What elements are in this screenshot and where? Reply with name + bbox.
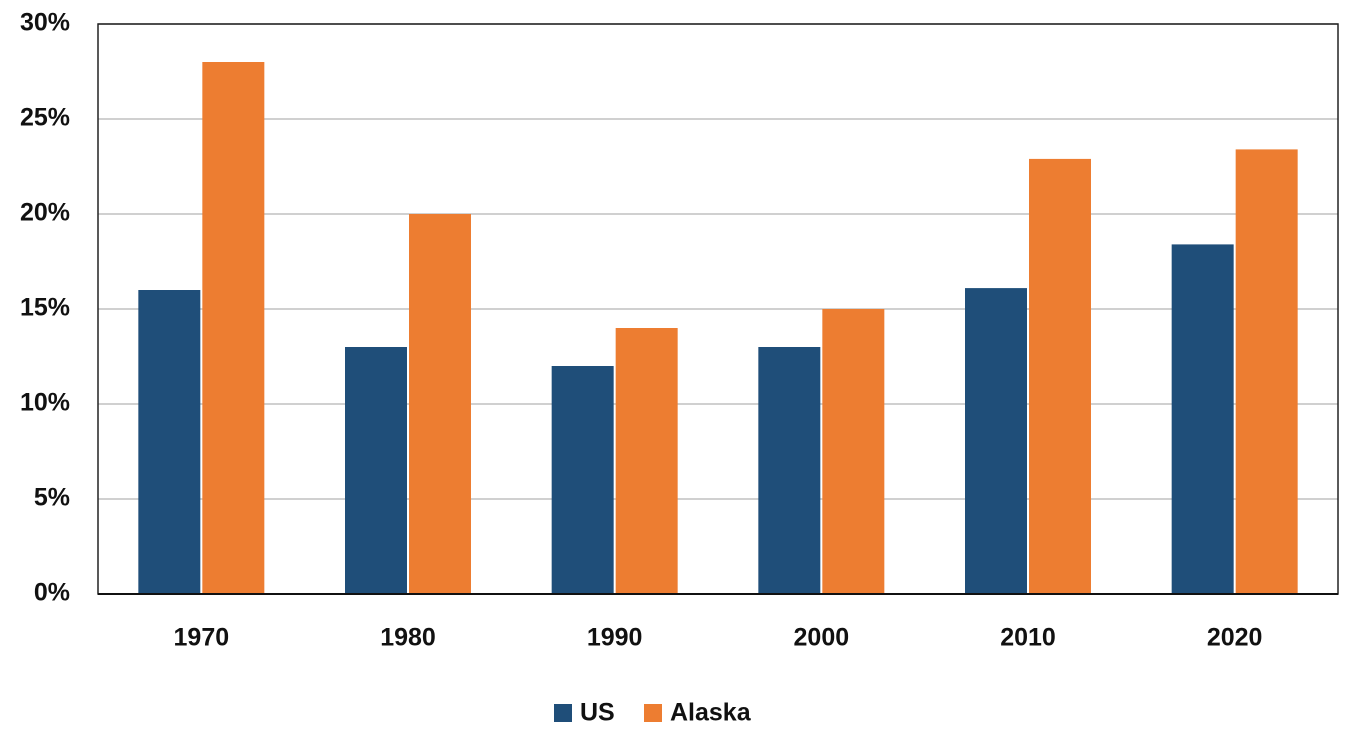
legend-label: US (580, 699, 615, 727)
x-tick-label: 1970 (174, 624, 230, 652)
bar (202, 62, 265, 594)
bar (758, 347, 821, 594)
x-tick-label: 1980 (380, 624, 436, 652)
y-tick-label: 0% (34, 579, 70, 607)
y-tick-label: 10% (20, 389, 70, 417)
y-tick-label: 5% (34, 484, 70, 512)
legend-swatch (644, 704, 662, 722)
x-tick-label: 1990 (587, 624, 643, 652)
legend-label: Alaska (670, 699, 752, 727)
y-tick-label: 30% (20, 9, 70, 37)
bar (409, 214, 471, 594)
x-tick-label: 2000 (794, 624, 850, 652)
bar (1029, 158, 1091, 594)
bar (822, 309, 885, 594)
bar (345, 347, 407, 594)
bar (965, 288, 1027, 594)
bar (1235, 149, 1298, 594)
bar (615, 328, 678, 594)
x-tick-label: 2010 (1000, 624, 1056, 652)
bar (1171, 244, 1234, 594)
legend-swatch (554, 704, 572, 722)
bar (551, 366, 614, 594)
y-tick-label: 20% (20, 199, 70, 227)
y-tick-label: 25% (20, 104, 70, 132)
x-tick-label: 2020 (1207, 624, 1263, 652)
y-tick-label: 15% (20, 294, 70, 322)
bar (138, 290, 201, 594)
